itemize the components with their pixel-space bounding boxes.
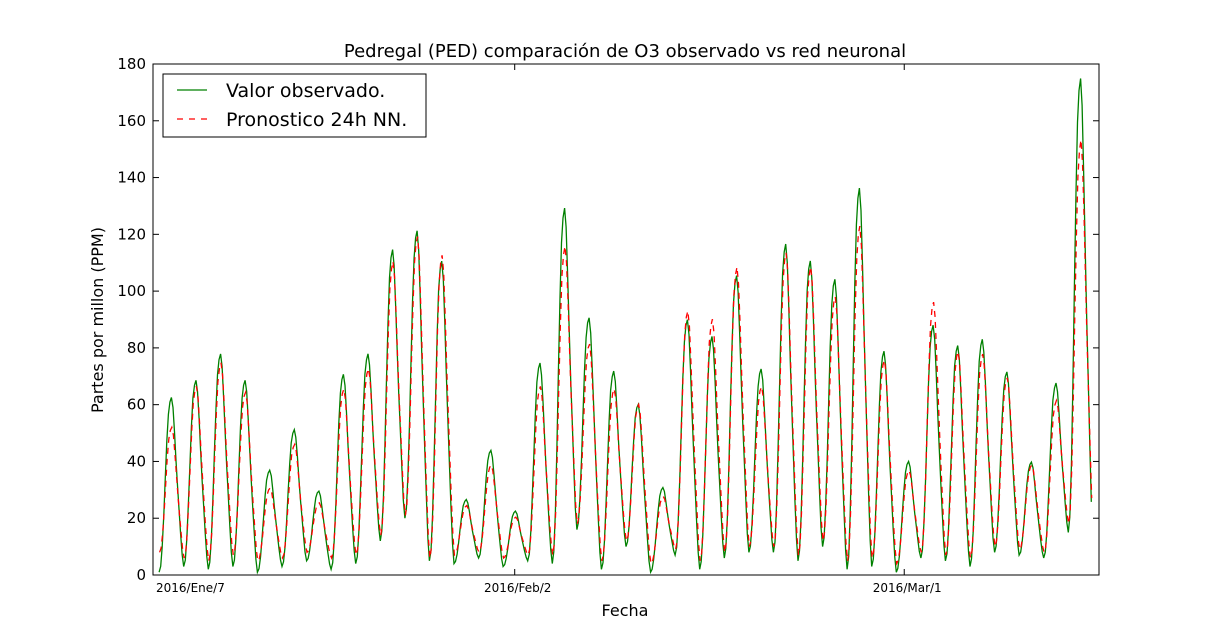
legend-box bbox=[162, 73, 427, 138]
series-line-forecast bbox=[158, 139, 1093, 566]
y-tick-label: 40 bbox=[127, 452, 146, 470]
series-line-observed bbox=[158, 78, 1092, 575]
x-tick-label: 2016/Ene/7 bbox=[156, 581, 225, 595]
legend-label-observed: Valor observado. bbox=[226, 80, 385, 102]
y-tick-label: 0 bbox=[136, 566, 146, 584]
y-tick-label: 100 bbox=[117, 282, 146, 300]
y-axis-label: Partes por millon (PPM) bbox=[88, 227, 107, 413]
y-tick-label: 180 bbox=[117, 55, 146, 73]
legend: Valor observado. Pronostico 24h NN. bbox=[162, 73, 427, 138]
series-layer bbox=[158, 78, 1093, 575]
y-tick-label: 60 bbox=[127, 396, 146, 414]
y-tick-label: 160 bbox=[117, 112, 146, 130]
legend-label-forecast: Pronostico 24h NN. bbox=[226, 109, 407, 131]
chart-title: Pedregal (PED) comparación de O3 observa… bbox=[344, 41, 906, 62]
y-tick-label: 120 bbox=[117, 225, 146, 243]
x-tick-label: 2016/Mar/1 bbox=[873, 581, 942, 595]
plot-frame bbox=[152, 63, 1100, 576]
axis-ticks: 0 20 40 60 80 100 120 140 160 180 2016/Ene/7 2016/F… bbox=[117, 55, 1099, 595]
y-tick-label: 20 bbox=[127, 509, 146, 527]
y-tick-label: 140 bbox=[117, 169, 146, 187]
x-axis-label: Fecha bbox=[602, 601, 649, 620]
y-tick-label: 80 bbox=[127, 339, 146, 357]
x-tick-label: 2016/Feb/2 bbox=[484, 581, 552, 595]
